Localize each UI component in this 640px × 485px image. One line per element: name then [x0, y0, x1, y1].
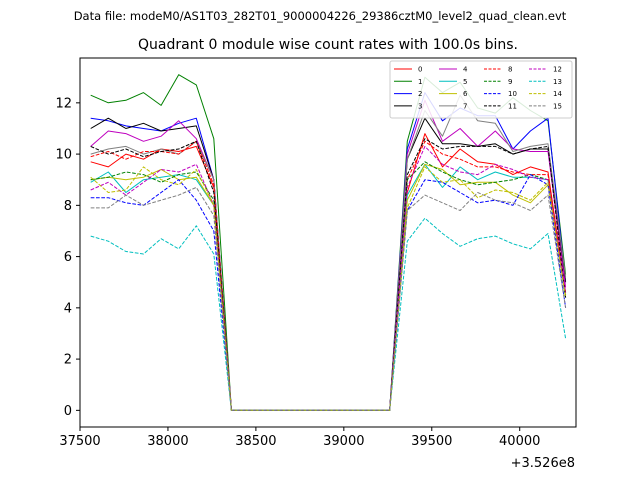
- legend-label-10: 10: [508, 90, 517, 98]
- axes-frame: [79, 57, 577, 428]
- x-offset-label: +3.526e8: [511, 456, 575, 471]
- legend-label-8: 8: [508, 66, 512, 74]
- legend-label-7: 7: [463, 102, 467, 110]
- legend-label-11: 11: [508, 102, 517, 110]
- legend-label-9: 9: [508, 78, 512, 86]
- legend-label-0: 0: [418, 66, 422, 74]
- y-tick-label-4: 4: [64, 301, 72, 316]
- y-tick-label-12: 12: [55, 96, 72, 111]
- legend-label-14: 14: [553, 90, 562, 98]
- y-tick-label-8: 8: [64, 199, 72, 214]
- legend-label-4: 4: [463, 66, 468, 74]
- y-tick-label-6: 6: [64, 250, 72, 265]
- y-tick-label-10: 10: [55, 148, 72, 163]
- x-tick-label-40000: 40000: [499, 434, 540, 449]
- legend-label-2: 2: [418, 90, 422, 98]
- data-file-header: Data file: modeM0/AS1T03_282T01_90000042…: [74, 9, 567, 23]
- legend-label-12: 12: [553, 66, 562, 74]
- chart-title: Quadrant 0 module wise count rates with …: [138, 37, 518, 53]
- x-tick-label-38500: 38500: [235, 434, 276, 449]
- legend-label-5: 5: [463, 78, 467, 86]
- series-line-15: [90, 186, 567, 411]
- x-tick-label-39000: 39000: [323, 434, 364, 449]
- x-tick-label-38000: 38000: [147, 434, 188, 449]
- x-tick-label-39500: 39500: [411, 434, 452, 449]
- series-line-14: [90, 166, 567, 411]
- plot-area: 37500 38000 38500 39000 39500 400000246810120…: [55, 57, 577, 449]
- x-tick-label-37500: 37500: [59, 434, 100, 449]
- legend-label-15: 15: [553, 102, 562, 110]
- y-tick-label-0: 0: [64, 404, 72, 419]
- legend-box: [389, 60, 573, 119]
- legend-label-1: 1: [418, 78, 422, 86]
- y-tick-label-2: 2: [64, 353, 72, 368]
- legend-label-3: 3: [418, 102, 422, 110]
- legend-label-6: 6: [463, 90, 468, 98]
- legend-label-13: 13: [553, 78, 562, 86]
